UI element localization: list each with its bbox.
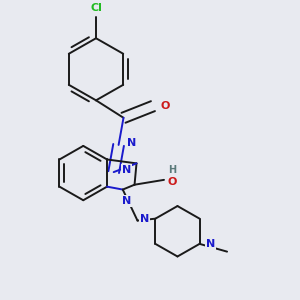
Text: H: H <box>168 165 176 175</box>
Text: N: N <box>127 138 136 148</box>
Text: Cl: Cl <box>90 3 102 13</box>
Text: N: N <box>140 214 149 224</box>
Text: O: O <box>160 101 169 111</box>
Text: N: N <box>122 196 131 206</box>
Text: N: N <box>122 165 131 175</box>
Text: O: O <box>167 177 176 187</box>
Text: N: N <box>206 239 215 249</box>
